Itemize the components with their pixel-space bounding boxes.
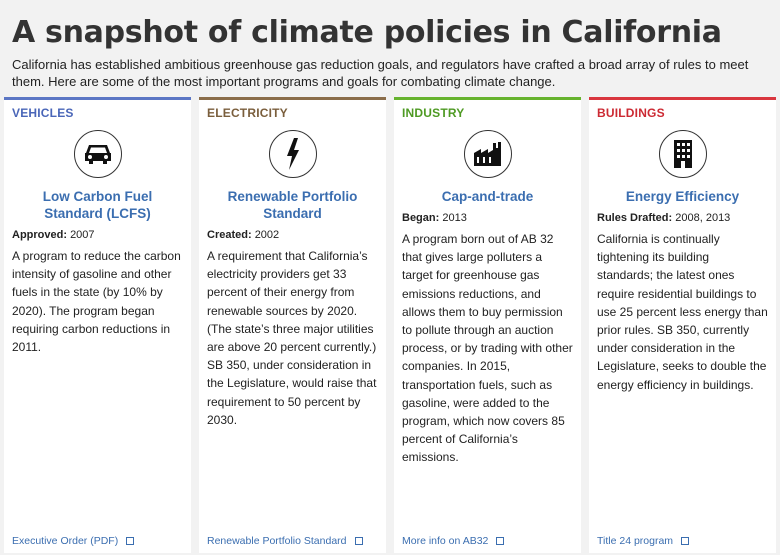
program-date: Began: 2013 (402, 211, 573, 226)
external-link-icon (496, 537, 505, 546)
program-description: California is continually tightening its… (597, 232, 768, 392)
category-label: Buildings (597, 106, 665, 120)
external-link-icon (126, 537, 135, 546)
date-value: 2002 (254, 229, 280, 241)
date-label: Created: (207, 229, 252, 241)
link-text: Title 24 program (597, 535, 674, 547)
card-industry: Industry Cap-and-trade Began: 2013 A pro… (394, 97, 581, 553)
card-buildings: Buildings Energy Efficiency Rules D (589, 97, 776, 553)
external-link-icon (354, 537, 363, 546)
title-24-link[interactable]: Title 24 program (597, 535, 690, 547)
program-title: Cap-and-trade (441, 189, 534, 204)
renewable-portfolio-link[interactable]: Renewable Portfolio Standard (207, 535, 363, 547)
intro-text: California has established ambitious gre… (12, 57, 749, 89)
program-title: Energy Efficiency (625, 189, 740, 204)
lightning-icon (268, 130, 317, 178)
link-text: Renewable Portfolio Standard (207, 535, 347, 547)
program-date: Created: 2002 (207, 228, 378, 243)
ab32-info-link[interactable]: More info on AB32 (402, 535, 505, 547)
date-label: Approved: (12, 229, 67, 241)
factory-icon (463, 130, 512, 178)
building-icon (658, 130, 707, 178)
card-electricity: Electricity Renewable Portfolio Standard… (199, 97, 386, 553)
date-label: Began: (402, 212, 440, 224)
link-text: More info on AB32 (402, 535, 489, 547)
page-title: A snapshot of climate policies in Califo… (12, 15, 722, 50)
program-description: A program born out of AB 32 that gives l… (402, 232, 573, 465)
date-label: Rules Drafted: (597, 212, 673, 224)
date-value: 2008, 2013 (675, 212, 731, 224)
executive-order-link[interactable]: Executive Order (PDF) (12, 535, 135, 547)
date-value: 2007 (70, 229, 95, 241)
category-label: Electricity (207, 106, 288, 120)
program-description: A program to reduce the carbon intensity… (12, 249, 181, 355)
card-vehicles: Vehicles Low Carbon Fuel Standard (LCFS)… (4, 97, 191, 553)
program-date: Rules Drafted: 2008, 2013 (597, 211, 768, 226)
program-description: A requirement that California’s electric… (207, 249, 377, 427)
policy-cards: Vehicles Low Carbon Fuel Standard (LCFS)… (4, 97, 776, 553)
program-title: Low Carbon Fuel Standard (LCFS) (42, 189, 153, 221)
car-icon (73, 130, 122, 178)
category-label: Industry (402, 106, 465, 120)
program-title: Renewable Portfolio Standard (227, 189, 358, 221)
link-text: Executive Order (PDF) (12, 535, 119, 547)
program-date: Approved: 2007 (12, 228, 183, 243)
external-link-icon (681, 537, 690, 546)
date-value: 2013 (442, 212, 467, 224)
category-label: Vehicles (12, 106, 74, 120)
